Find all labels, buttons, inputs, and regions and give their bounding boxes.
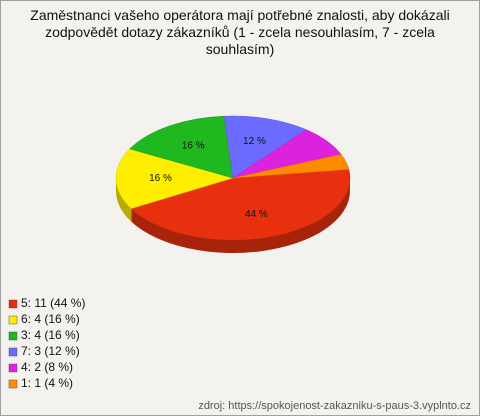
legend-label: 3: 4 (16 %) — [21, 328, 80, 342]
value-label: 12 % — [243, 136, 266, 147]
legend-label: 4: 2 (8 %) — [21, 360, 73, 374]
slice-side — [116, 178, 132, 222]
legend-label: 1: 1 (4 %) — [21, 376, 73, 390]
legend-swatch — [8, 331, 18, 341]
legend-label: 5: 11 (44 %) — [21, 296, 85, 310]
chart-title: Zaměstnanci vašeho operátora mají potřeb… — [30, 7, 450, 57]
slice — [232, 154, 350, 179]
slice — [130, 169, 351, 241]
legend-swatch — [8, 347, 18, 357]
legend-label: 7: 3 (12 %) — [21, 344, 80, 358]
legend-swatch — [8, 379, 18, 389]
slice — [223, 115, 307, 179]
legend-swatch — [8, 299, 18, 309]
legend-swatch — [8, 363, 18, 373]
legend-label: 6: 4 (16 %) — [21, 312, 80, 326]
slice — [129, 115, 234, 179]
source-note: zdroj: https://spokojenost-zakazniku-s-p… — [198, 400, 471, 412]
value-label: 16 % — [149, 173, 172, 184]
slice — [115, 148, 234, 209]
value-label: 44 % — [245, 209, 268, 220]
slice-side — [131, 178, 350, 253]
value-label: 16 % — [182, 140, 205, 151]
legend-swatch — [8, 315, 18, 325]
